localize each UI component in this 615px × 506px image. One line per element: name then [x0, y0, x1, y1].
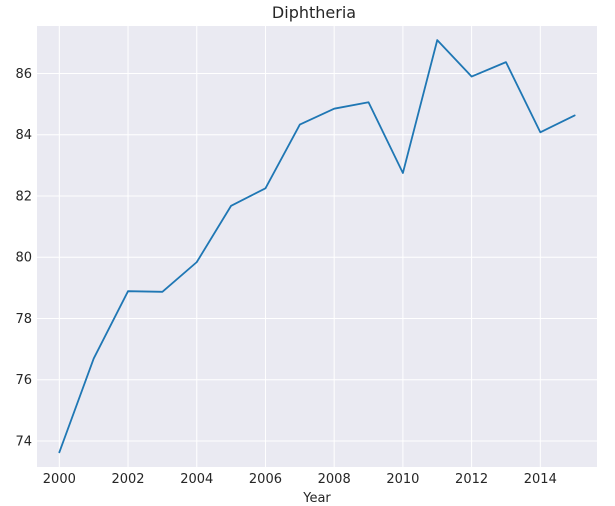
x-axis-label: Year — [302, 491, 331, 506]
x-tick-label: 2014 — [524, 472, 557, 487]
y-tick-label: 86 — [15, 67, 32, 82]
x-tick-label: 2008 — [318, 472, 351, 487]
grid — [37, 26, 597, 467]
x-tick-labels: 2000 2002 2004 2006 2008 2010 2012 2014 — [43, 472, 557, 487]
x-tick-label: 2012 — [455, 472, 488, 487]
y-tick-labels: 74 76 78 80 82 84 86 — [15, 67, 32, 450]
series-group — [58, 39, 576, 454]
y-tick-label: 84 — [15, 128, 32, 143]
x-tick-label: 2002 — [111, 472, 144, 487]
y-tick-label: 78 — [15, 312, 32, 327]
y-tick-label: 82 — [15, 189, 32, 204]
chart-title: Diphtheria — [272, 3, 356, 22]
x-tick-label: 2006 — [249, 472, 282, 487]
plot-area — [37, 26, 597, 467]
y-tick-label: 74 — [15, 434, 32, 449]
x-tick-label: 2010 — [386, 472, 419, 487]
y-tick-label: 76 — [15, 373, 32, 388]
x-tick-label: 2000 — [43, 472, 76, 487]
x-tick-label: 2004 — [180, 472, 213, 487]
series-line — [58, 39, 576, 454]
y-tick-label: 80 — [15, 251, 32, 266]
